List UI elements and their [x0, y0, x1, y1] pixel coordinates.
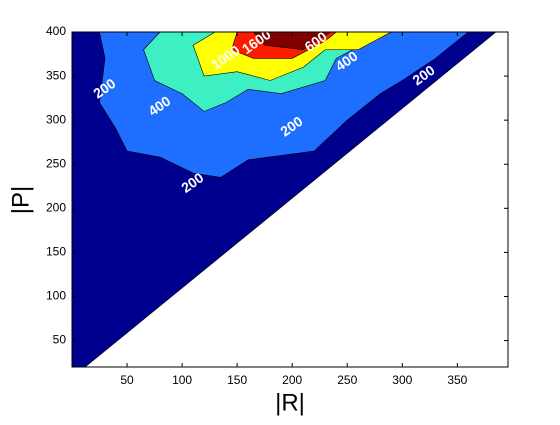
- x-tick-label: 250: [337, 373, 357, 387]
- x-tick-label: 100: [172, 373, 192, 387]
- y-tick-label: 50: [53, 333, 67, 347]
- y-tick-label: 300: [46, 112, 66, 126]
- y-tick-label: 250: [46, 156, 66, 170]
- x-tick-label: 150: [227, 373, 247, 387]
- x-tick-label: 350: [447, 373, 467, 387]
- y-tick-label: 350: [46, 68, 66, 82]
- y-tick-label: 100: [46, 289, 66, 303]
- x-tick-label: 200: [282, 373, 302, 387]
- y-tick-label: 150: [46, 245, 66, 259]
- y-tick-label: 200: [46, 200, 66, 214]
- x-axis-label: |R|: [275, 389, 305, 416]
- y-tick-label: 400: [46, 24, 66, 38]
- x-tick-label: 50: [120, 373, 134, 387]
- x-tick-label: 300: [392, 373, 412, 387]
- y-axis-label: |P|: [7, 186, 34, 214]
- axes-box: [71, 31, 509, 368]
